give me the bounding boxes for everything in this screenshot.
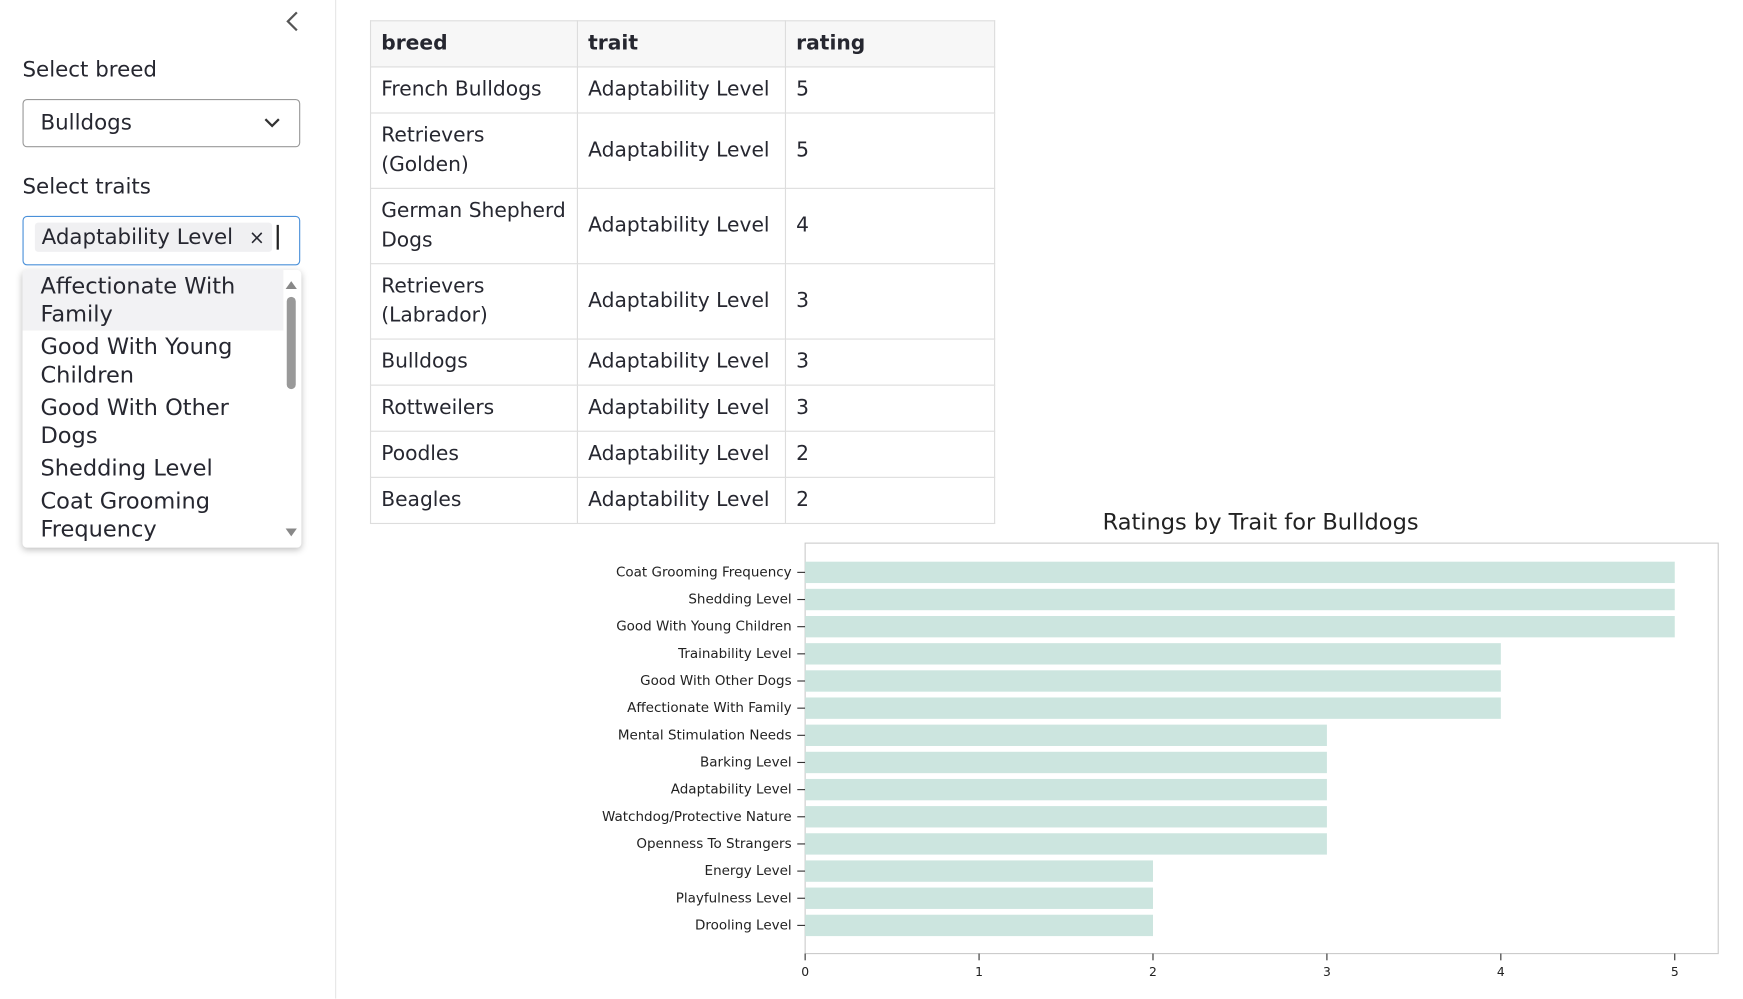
column-header: rating <box>784 20 996 68</box>
bar <box>805 778 1327 801</box>
bar <box>805 724 1327 746</box>
options-list: Affectionate With Family Good With Young … <box>22 269 301 546</box>
bar <box>805 670 1501 692</box>
table-row: French Bulldogs Adaptability Level 5 <box>369 66 996 114</box>
y-tick-label: Trainability Level <box>677 646 792 662</box>
table-cell: Retrievers (Labrador) <box>369 263 578 340</box>
table-row: Retrievers (Golden) Adaptability Level 5 <box>369 112 996 189</box>
table-cell: Adaptability Level <box>576 66 787 114</box>
x-tick-label: 4 <box>1497 965 1505 979</box>
table-cell: 3 <box>784 263 996 340</box>
y-tick-label: Adaptability Level <box>671 782 792 798</box>
x-tick-label: 3 <box>1323 965 1331 979</box>
sidebar: Select breed Bulldogs Select traits Adap… <box>0 0 337 999</box>
remove-tag[interactable]: × <box>248 227 265 250</box>
data-table: breed trait rating French Bulldogs Adaptabil… <box>369 20 996 525</box>
bar <box>805 833 1327 855</box>
option[interactable]: Affectionate With Family <box>22 269 284 331</box>
x-tick-label: 2 <box>1149 965 1157 979</box>
table-cell: Adaptability Level <box>576 384 787 432</box>
table-cell: 2 <box>784 476 996 525</box>
traits-label: Select traits <box>22 174 151 200</box>
table-cell: German Shepherd Dogs <box>369 187 578 265</box>
tag-text: Adaptability Level <box>41 224 234 250</box>
x-tick-label: 5 <box>1671 965 1679 979</box>
scrollbar[interactable] <box>283 274 299 542</box>
y-tick-label: Drooling Level <box>695 917 792 933</box>
column-header: breed <box>369 20 578 68</box>
table-cell: Beagles <box>369 476 578 525</box>
chevron <box>264 118 280 128</box>
traits-select[interactable]: Adaptability Level × ​ <box>22 215 301 266</box>
plot-frame <box>804 542 1719 955</box>
bar <box>805 588 1675 611</box>
bar <box>805 561 1675 584</box>
table-cell: 4 <box>784 187 996 265</box>
y-tick-label: Watchdog/Protective Nature <box>602 809 792 825</box>
table-row: Rottweilers Adaptability Level 3 <box>369 384 996 432</box>
trait-tag: Adaptability Level × <box>34 222 272 252</box>
header-row: breed trait rating <box>369 20 996 68</box>
x-tick-label: 0 <box>801 965 809 979</box>
table-cell: Retrievers (Golden) <box>369 112 578 189</box>
option[interactable]: Good With Young Children <box>40 332 233 388</box>
table-body: French Bulldogs Adaptability Level 5 Retrie… <box>369 66 996 525</box>
table-cell: 2 <box>784 430 996 478</box>
table-cell: Rottweilers <box>369 384 578 432</box>
table-cell: French Bulldogs <box>369 66 578 114</box>
y-tick-label: Coat Grooming Frequency <box>616 564 792 580</box>
table-row: Poodles Adaptability Level 2 <box>369 430 996 478</box>
y-tick-label: Energy Level <box>705 863 792 879</box>
bar <box>805 806 1327 828</box>
y-tick-label: Mental Stimulation Needs <box>618 727 792 743</box>
option[interactable]: Good With Other Dogs <box>40 393 229 449</box>
breed-label: Select breed <box>22 57 157 83</box>
column-header: trait <box>576 20 787 68</box>
table-cell: 3 <box>784 384 996 432</box>
collapse-button[interactable] <box>281 9 303 34</box>
dropdown: Affectionate With Family Good With Young … <box>22 269 302 548</box>
y-tick-label: Openness To Strangers <box>636 836 791 852</box>
table-row: German Shepherd Dogs Adaptability Level 4 <box>369 187 996 265</box>
table-cell: Adaptability Level <box>576 263 787 340</box>
table-row: Retrievers (Labrador) Adaptability Level 3 <box>369 263 996 340</box>
y-tick-label: Playfulness Level <box>676 890 792 906</box>
option[interactable]: Coat Grooming Frequency <box>40 486 211 543</box>
option[interactable]: Shedding Level <box>40 454 213 482</box>
y-tick-label: Barking Level <box>700 754 792 770</box>
y-tick-label: Affectionate With Family <box>627 700 791 716</box>
bar <box>805 616 1675 638</box>
chart-title: Ratings by Trait for Bulldogs <box>1103 509 1419 535</box>
table-cell: Adaptability Level <box>576 476 787 525</box>
table-cell: Poodles <box>369 430 578 478</box>
table-row: Beagles Adaptability Level 2 <box>369 476 996 525</box>
bar <box>805 914 1153 937</box>
y-tick-label: Shedding Level <box>688 592 791 608</box>
breed-select[interactable]: Bulldogs <box>22 98 301 148</box>
bar <box>805 751 1327 774</box>
y-tick-label: Good With Young Children <box>616 619 791 635</box>
bar <box>805 697 1501 719</box>
table-cell: Adaptability Level <box>576 112 787 189</box>
table-cell: 5 <box>784 112 996 189</box>
bar <box>805 887 1153 909</box>
y-tick-label: Good With Other Dogs <box>640 673 792 689</box>
bar <box>805 643 1501 665</box>
breed-value: Bulldogs <box>40 110 132 135</box>
x-tick-label: 1 <box>975 965 983 979</box>
bar <box>805 860 1153 882</box>
